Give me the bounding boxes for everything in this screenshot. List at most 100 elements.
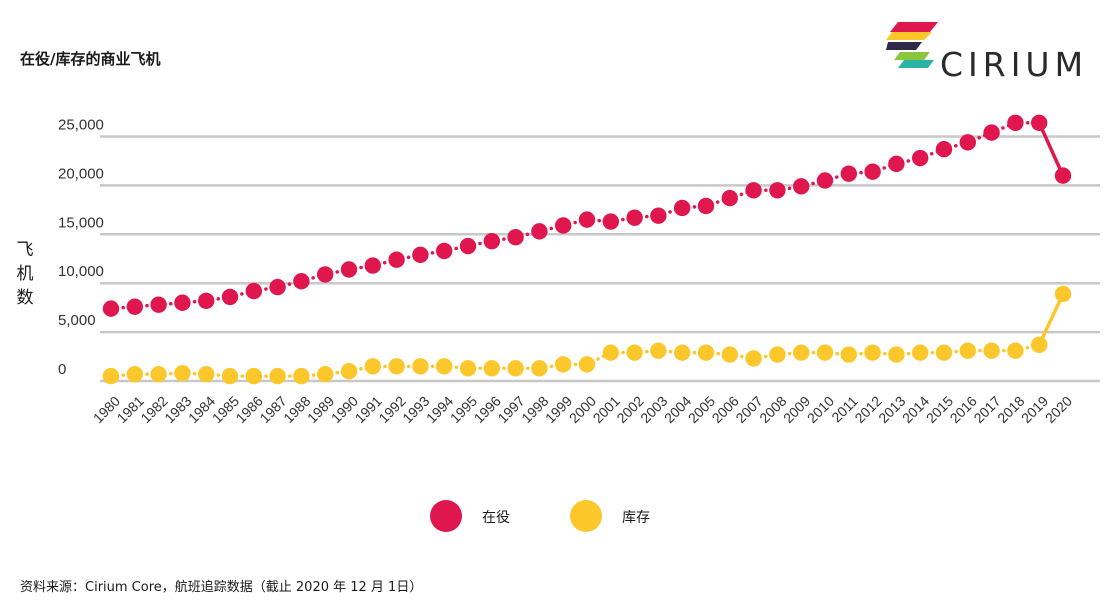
data-point-in-service [198, 292, 215, 310]
data-point-storage [293, 367, 310, 385]
data-point-storage [459, 360, 477, 377]
data-point-in-service [364, 257, 381, 274]
data-point-storage [531, 360, 548, 377]
data-point-storage [436, 358, 453, 375]
data-point-in-service [245, 282, 262, 300]
series-line-segment [823, 171, 851, 183]
data-point-storage [150, 365, 167, 383]
data-point-in-service [150, 296, 167, 313]
y-axis-label: 飞机数 [14, 238, 36, 310]
series-line-segment [1037, 121, 1065, 178]
data-point-storage [1054, 285, 1072, 303]
legend-label-storage: 库存 [622, 510, 650, 526]
data-point-in-service [697, 197, 715, 215]
data-point-in-service [650, 207, 667, 224]
data-point-storage [269, 367, 286, 385]
data-point-in-service [269, 278, 286, 296]
data-point-storage [626, 344, 643, 361]
data-point-storage [340, 363, 358, 380]
data-point-storage [959, 342, 976, 359]
data-point-in-service [745, 182, 762, 199]
data-point-in-service [531, 223, 548, 240]
data-point-in-service [816, 172, 834, 189]
data-point-in-service [1054, 167, 1072, 184]
data-point-storage [483, 360, 500, 377]
series-line-segment [466, 239, 494, 248]
series-line-segment [394, 253, 423, 262]
data-point-in-service [388, 251, 405, 268]
data-point-in-service [1031, 114, 1048, 132]
series-line-segment [442, 244, 470, 253]
series-line-segment [989, 121, 1018, 135]
data-point-in-service [864, 163, 881, 180]
data-point-in-service [340, 261, 358, 278]
data-point-in-service [721, 189, 738, 207]
data-point-in-service [412, 246, 429, 264]
data-point-storage [602, 344, 619, 361]
data-point-storage [721, 346, 738, 363]
y-tick-label: 20,000 [58, 165, 104, 182]
data-point-storage [412, 358, 429, 375]
data-point-storage [221, 367, 239, 385]
series-line-segment [323, 267, 351, 277]
data-point-storage [578, 356, 596, 373]
data-point-storage [555, 356, 572, 373]
series-line-segment [799, 178, 827, 189]
data-point-storage [935, 344, 953, 361]
data-point-storage [1031, 336, 1048, 354]
data-point-in-service [959, 134, 976, 151]
data-point-in-service [102, 300, 120, 317]
data-point-in-service [555, 217, 572, 234]
data-point-storage [983, 342, 1000, 359]
legend-swatch-storage [570, 500, 602, 532]
y-tick-label: 25,000 [58, 117, 104, 134]
data-point-storage [840, 346, 857, 363]
series-line-segment [704, 196, 732, 208]
data-point-storage [745, 350, 762, 367]
data-point-in-service [888, 155, 905, 173]
data-point-storage [174, 364, 191, 382]
series-line-segment [537, 223, 565, 234]
data-point-in-service [769, 182, 786, 199]
series-line-segment [347, 364, 375, 373]
legend-label-in-service: 在役 [482, 510, 510, 526]
legend-swatch-in-service [430, 500, 462, 532]
series-line-segment [228, 289, 256, 299]
series-line-segment [656, 206, 684, 218]
series-line-segment [870, 162, 899, 174]
data-point-in-service [436, 242, 453, 260]
data-point-storage [816, 344, 834, 361]
x-tick-label: 2020 [1042, 393, 1075, 426]
y-axis-label-char: 飞 [16, 240, 34, 260]
data-point-storage [864, 344, 881, 361]
data-point-storage [198, 365, 215, 383]
data-point-in-service [840, 165, 857, 182]
data-point-storage [507, 360, 524, 377]
data-point-in-service [483, 232, 500, 250]
cirium-logo-icon [886, 22, 938, 68]
y-axis-label-char: 机 [16, 264, 34, 284]
data-point-storage [650, 342, 667, 359]
data-point-storage [364, 358, 381, 375]
data-point-storage [769, 346, 786, 363]
series-line-segment [1037, 292, 1065, 347]
series-line-segment [561, 217, 589, 228]
y-axis-label-char: 数 [16, 288, 34, 308]
data-point-storage [912, 344, 929, 361]
series-line-segment [918, 147, 946, 160]
data-point-in-service [221, 288, 239, 306]
data-point-storage [126, 365, 143, 383]
series-line-segment [942, 140, 970, 151]
data-point-in-service [459, 237, 477, 255]
y-tick-label: 10,000 [58, 263, 104, 280]
data-point-in-service [317, 266, 334, 283]
data-point-in-service [174, 294, 191, 311]
data-point-storage [1007, 342, 1024, 359]
data-point-in-service [912, 149, 929, 167]
series-line-segment [299, 272, 327, 283]
series-line-segment [513, 229, 542, 239]
data-point-in-service [578, 211, 596, 228]
logo-text: CIRIUM [940, 45, 1089, 84]
data-point-in-service [1007, 114, 1024, 132]
